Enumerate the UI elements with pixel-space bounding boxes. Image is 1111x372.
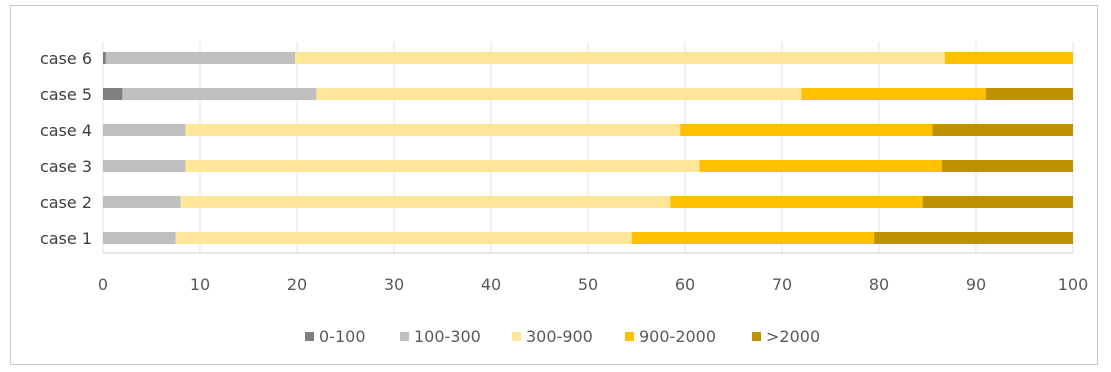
category-label: case 4 [40, 121, 92, 140]
bar-segment [103, 88, 123, 100]
x-tick-labels: 0 10 20 30 40 50 60 70 80 90 100 [98, 275, 1088, 294]
category-label: case 3 [40, 157, 92, 176]
x-tick-label: 30 [384, 275, 404, 294]
legend-swatch [400, 332, 409, 341]
bar-segment [180, 196, 671, 208]
legend-label: 300-900 [526, 327, 593, 346]
chart-frame [10, 5, 1098, 365]
x-tick-label: 10 [190, 275, 210, 294]
legend-swatch [625, 332, 634, 341]
bar-segment [801, 88, 986, 100]
x-tick-label: 40 [481, 275, 501, 294]
x-tick-label: 90 [966, 275, 986, 294]
bar-segment [185, 160, 700, 172]
bar-segment [122, 88, 317, 100]
legend-label: >2000 [766, 327, 820, 346]
bar-segment [699, 160, 943, 172]
x-tick-label: 20 [287, 275, 307, 294]
x-tick-label: 70 [772, 275, 792, 294]
bar-segment [874, 232, 1073, 244]
legend-label: 0-100 [319, 327, 366, 346]
bar-segment [316, 88, 802, 100]
x-tick-label: 60 [675, 275, 695, 294]
bar-segment [922, 196, 1073, 208]
bar-segment [175, 232, 632, 244]
x-tick-label: 100 [1058, 275, 1089, 294]
category-label: case 6 [40, 49, 92, 68]
legend-label: 900-2000 [639, 327, 716, 346]
bar-segment [932, 124, 1073, 136]
bar-segment [185, 124, 681, 136]
legend: 0-100 100-300 300-900 900-2000 >2000 [305, 327, 820, 346]
bar-segment [631, 232, 875, 244]
category-label: case 1 [40, 229, 92, 248]
bar-segment [103, 160, 186, 172]
x-tick-label: 50 [578, 275, 598, 294]
legend-swatch [305, 332, 314, 341]
bar-segment [942, 160, 1073, 172]
bar-segment [680, 124, 933, 136]
category-label: case 5 [40, 85, 92, 104]
bar-segment [103, 196, 181, 208]
bar-segment [985, 88, 1073, 100]
x-tick-label: 80 [869, 275, 889, 294]
legend-swatch [512, 332, 521, 341]
x-tick-label: 0 [98, 275, 108, 294]
bar-segment [944, 52, 1073, 64]
gridlines [102, 42, 1074, 254]
legend-swatch [752, 332, 761, 341]
bar-segment [295, 52, 945, 64]
bar-segment [670, 196, 923, 208]
bar-segment [103, 232, 176, 244]
category-labels: case 1 case 2 case 3 case 4 case 5 case 6 [40, 49, 92, 248]
category-label: case 2 [40, 193, 92, 212]
bar-segment [103, 52, 106, 64]
bar-segment [105, 52, 296, 64]
bar-segment [103, 124, 186, 136]
bars [103, 52, 1073, 244]
legend-label: 100-300 [414, 327, 481, 346]
